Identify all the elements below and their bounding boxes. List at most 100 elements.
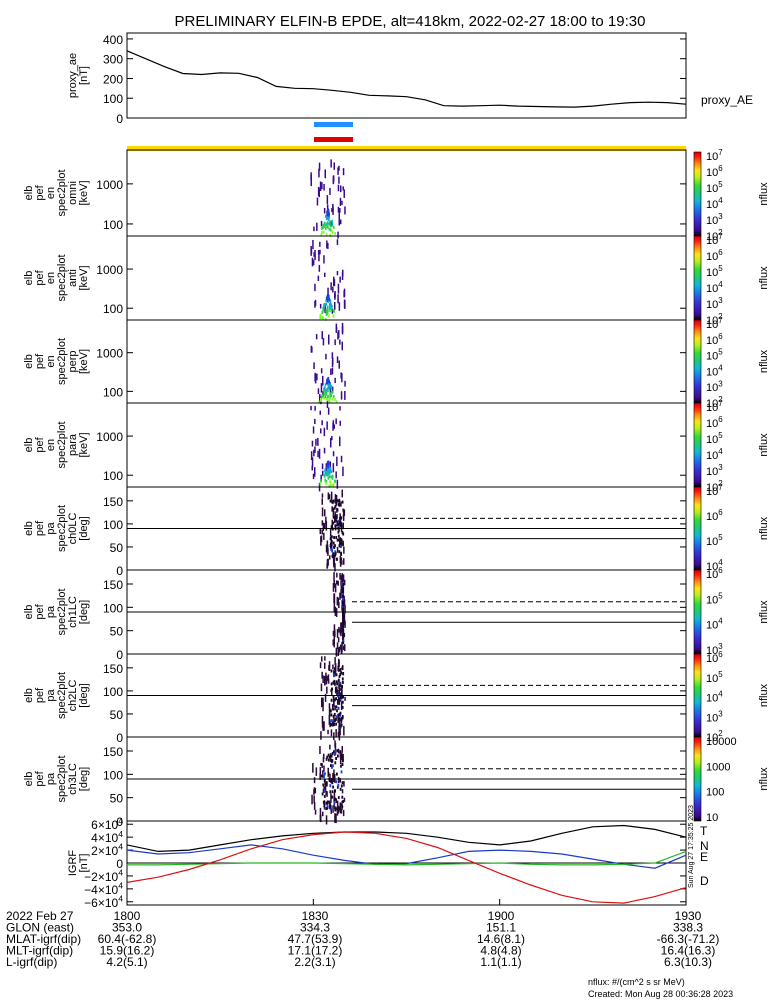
spectrogram-pixel (340, 575, 343, 581)
spectrogram-pixel (310, 345, 313, 353)
spectrogram-pixel (331, 476, 334, 480)
spectrogram-pixel (335, 647, 338, 657)
spectrogram-pixel (330, 220, 332, 227)
spectrogram-pixel (342, 612, 344, 616)
spectrogram-pixel (324, 478, 326, 482)
spectrogram-pixel (331, 507, 334, 511)
spectrogram-pixel (326, 379, 328, 383)
y-axis-label: elb (23, 688, 35, 703)
spectrogram-pixel (337, 714, 340, 723)
spectrogram-pixel (339, 802, 341, 812)
spectrogram-pixel (334, 698, 336, 702)
y-axis-label: para (67, 433, 79, 456)
spectrogram-pixel (322, 391, 324, 398)
panel-energy-spectrogram-omni: 1000 100 elb pef en spec2plot omni [keV] (23, 149, 687, 237)
spectrogram-pixel (327, 558, 329, 566)
spectrogram-pixel (330, 525, 333, 529)
spectrogram-pixel (323, 184, 325, 191)
spectrogram-pixel (334, 808, 337, 812)
spectrogram-pixel (319, 316, 321, 320)
spectrogram-pixel (339, 339, 341, 345)
y-axis-label: elb (23, 186, 35, 201)
spectrogram-pixel (337, 807, 340, 811)
spectrogram-pixel (313, 252, 315, 257)
colorbar-pitch-angle-ch1LC: 106 105 104 103 nflux (693, 566, 770, 657)
spectrogram-pixel (322, 697, 324, 707)
panel-proxy_ae: 400 300 200 100 0 proxy_ae [nT] proxy_AE (67, 32, 753, 126)
spectrogram-pixel (310, 451, 313, 460)
colorbar-tick-label: 105 (706, 264, 723, 279)
spectrogram-pixel (341, 489, 343, 498)
spectrogram-pixel (334, 682, 336, 686)
spectrogram-pixel (341, 789, 344, 794)
spectrogram-pixel (341, 200, 343, 205)
spectrogram-pixel (322, 756, 325, 763)
spectrogram-pixel (336, 785, 339, 789)
spectrogram-pixel (340, 644, 342, 650)
spectrogram-pixel (324, 693, 327, 702)
spectrogram-pixel (327, 287, 329, 296)
spectrogram-pixel (327, 753, 330, 757)
spectrogram-pixel (334, 743, 337, 751)
spectrogram-pixel (342, 597, 344, 601)
spectrogram-pixel (333, 536, 335, 539)
y-tick-label: 50 (110, 541, 124, 555)
y-tick-label: −4×104 (84, 880, 123, 896)
spectrogram-pixel (328, 494, 331, 499)
spectrogram-pixel (335, 673, 338, 677)
spectrogram-pixel (336, 772, 338, 776)
spectrogram-pixel (335, 717, 337, 721)
spectrogram-pixel (327, 473, 329, 477)
spectrogram-pixel (322, 316, 325, 320)
spectrogram-pixel (333, 424, 335, 429)
y-tick-label: 0 (116, 564, 123, 578)
y-axis-label: pef (34, 184, 46, 200)
spectrogram-pixel (321, 463, 324, 470)
spectrogram-pixel (319, 394, 321, 403)
spectrogram-pixel (340, 627, 343, 633)
spectrogram-pixel (334, 494, 337, 504)
spectrogram-pixel (335, 722, 337, 726)
spectrogram-pixel (323, 804, 326, 808)
spectrogram-pixel (331, 208, 333, 213)
spectrogram-pixel (332, 286, 334, 293)
spectrogram-pixel (322, 470, 324, 476)
spectrogram-pixel (335, 697, 337, 701)
spectrogram-pixel (336, 800, 339, 811)
footer-value: 16.4(16.3) (661, 944, 716, 958)
spectrogram-pixel (316, 222, 318, 231)
spectrogram-pixel (328, 471, 331, 475)
y-axis-label: [keV] (78, 265, 90, 290)
colorbar-strip (693, 402, 702, 488)
spectrogram-pixel (310, 172, 312, 180)
y-axis-label: pa (45, 689, 57, 702)
spectrogram-pixel (325, 482, 327, 486)
spectrogram-pixel (315, 334, 318, 340)
spectrogram-pixel (340, 622, 342, 631)
spectrogram-pixel (344, 696, 346, 701)
spectrogram-pixel (330, 808, 332, 814)
spectrogram-pixel (339, 561, 342, 567)
footer-row: L-igrf(dip) 4.2(5.1) 2.2(3.1) 1.1(1.1) 6.3(1… (6, 955, 712, 969)
series-line-proxy_AE (126, 50, 687, 108)
spectrogram-pixel (332, 395, 335, 399)
y-tick-label: 100 (103, 469, 123, 483)
spectrogram-pixel (332, 206, 334, 215)
spectrogram-pixel (338, 713, 341, 716)
y-tick-label: 0 (116, 857, 123, 871)
colorbar-tick-label: 103 (706, 212, 723, 227)
spectrogram-pixel (327, 221, 329, 225)
spectrogram-pixel (342, 590, 344, 593)
spectrogram-pixel (330, 754, 333, 758)
spectrogram-pixel (340, 585, 343, 594)
y-axis-label: spec2plot (56, 505, 68, 552)
spectrogram-pixel (310, 248, 313, 254)
spectrogram-pixel (332, 508, 335, 519)
spectrogram-pixel (337, 748, 340, 754)
spectrogram-pixel (331, 765, 333, 769)
spectrogram-pixel (342, 466, 344, 477)
spectrogram-pixel (336, 547, 339, 553)
spectrogram-pixel (341, 573, 343, 582)
spectrogram-pixel (312, 763, 314, 773)
spectrogram-pixel (343, 781, 345, 787)
